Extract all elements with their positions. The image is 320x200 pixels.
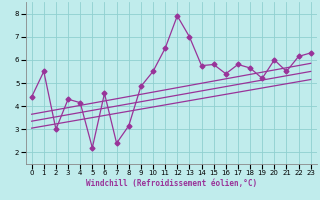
X-axis label: Windchill (Refroidissement éolien,°C): Windchill (Refroidissement éolien,°C) xyxy=(86,179,257,188)
